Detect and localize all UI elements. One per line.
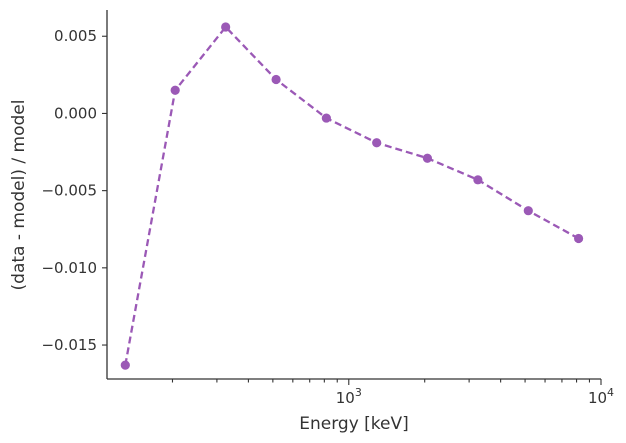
- y-tick-label: 0.000: [54, 104, 97, 122]
- data-point: [523, 206, 533, 216]
- data-point: [271, 74, 281, 85]
- data-point: [221, 22, 231, 32]
- x-tick-label: 104: [588, 386, 614, 407]
- data-point: [120, 360, 130, 370]
- x-tick-label: 103: [336, 386, 362, 407]
- data-point: [321, 113, 331, 123]
- y-tick-label: −0.010: [41, 259, 97, 277]
- y-tick-label: 0.005: [54, 27, 97, 45]
- x-axis-title: Energy [keV]: [299, 414, 409, 434]
- ticks-layer: 0.005 0.000 −0.005 −0.010 −0.015 103 104: [41, 27, 614, 407]
- y-tick-label: −0.015: [41, 336, 97, 354]
- data-point: [170, 85, 180, 95]
- data-point: [422, 153, 433, 163]
- data-point: [473, 175, 483, 185]
- series-layer: [120, 22, 584, 370]
- y-axis-title: (data - model) / model: [9, 100, 29, 291]
- y-tick-label: −0.005: [41, 182, 97, 200]
- series-line: [124, 25, 580, 366]
- data-point: [372, 138, 382, 148]
- data-point: [573, 233, 584, 244]
